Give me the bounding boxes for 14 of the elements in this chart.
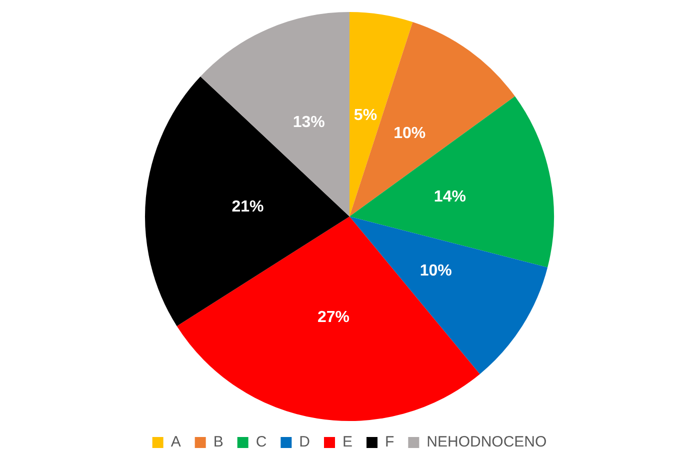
- legend-label: D: [299, 434, 310, 451]
- data-label: 10%: [394, 125, 426, 142]
- legend-label: B: [213, 434, 224, 451]
- data-label: 27%: [317, 308, 350, 326]
- legend-label: NEHODNOCENO: [426, 434, 547, 451]
- data-label: 21%: [232, 198, 264, 216]
- legend-label: F: [385, 434, 394, 451]
- data-label: 13%: [292, 114, 325, 132]
- data-label: 5%: [354, 106, 378, 124]
- data-label: 14%: [434, 188, 466, 206]
- legend-label: E: [342, 434, 353, 451]
- data-label: 10%: [420, 262, 452, 280]
- legend-label: C: [256, 434, 267, 451]
- legend-label: A: [170, 434, 181, 451]
